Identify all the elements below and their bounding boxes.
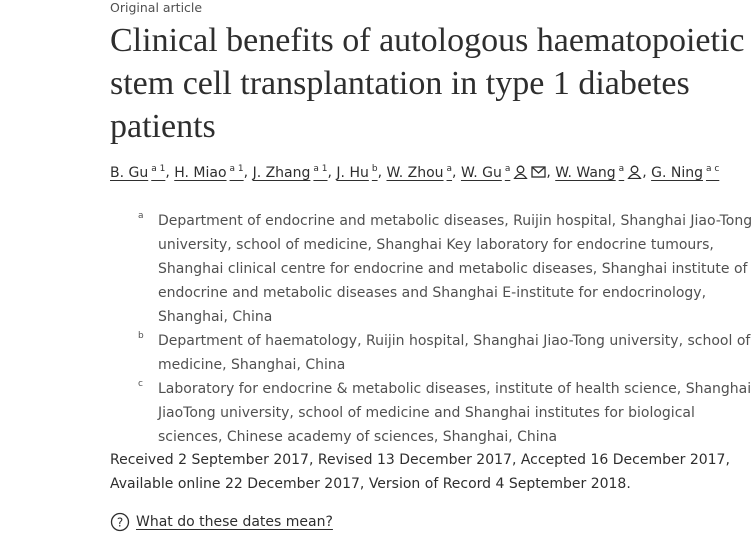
author-separator: ,	[377, 164, 383, 181]
affiliation-text: Laboratory for endocrine & metabolic dis…	[158, 381, 752, 445]
author[interactable]: B. Gu a 1	[110, 164, 166, 181]
author[interactable]: W. Zhou a	[386, 164, 453, 181]
affiliation-text: Department of haematology, Ruijin hospit…	[158, 333, 751, 373]
author-name[interactable]: J. Zhang	[252, 164, 311, 181]
affiliation-list: a Department of endocrine and metabolic d…	[138, 209, 752, 449]
author-affiliation-marker[interactable]: a 1	[151, 164, 166, 174]
author-affiliation-marker[interactable]: b	[371, 164, 378, 174]
author[interactable]: G. Ning a c	[651, 164, 720, 181]
affiliation-label: b	[138, 331, 144, 341]
author-affiliation-marker[interactable]: a c	[705, 164, 720, 174]
mail-icon[interactable]	[531, 165, 546, 179]
author-name[interactable]: G. Ning	[651, 164, 703, 181]
author-list: B. Gu a 1, H. Miao a 1, J. Zhang a 1, J. Hu…	[110, 164, 752, 181]
author-separator: ,	[243, 164, 249, 181]
help-icon-glyph: ?	[117, 516, 123, 530]
author-name[interactable]: B. Gu	[110, 164, 149, 181]
author-separator: ,	[642, 164, 647, 181]
author-affiliation-marker[interactable]: a	[618, 164, 625, 174]
affiliation: c Laboratory for endocrine & metabolic di…	[138, 377, 752, 449]
author[interactable]: W. Gu a	[460, 164, 546, 181]
person-icon[interactable]	[627, 165, 642, 179]
author[interactable]: H. Miao a 1	[174, 164, 244, 181]
person-icon[interactable]	[513, 165, 528, 179]
affiliation-label: a	[138, 211, 144, 221]
author-name[interactable]: W. Zhou	[386, 164, 444, 181]
author[interactable]: J. Hu b	[336, 164, 378, 181]
affiliation-text: Department of endocrine and metabolic di…	[158, 213, 752, 325]
author-separator: ,	[452, 164, 457, 181]
author-separator: ,	[546, 164, 551, 181]
author-name[interactable]: W. Wang	[555, 164, 616, 181]
article-title: Clinical benefits of autologous haematop…	[110, 22, 745, 145]
help-icon: ?	[110, 512, 130, 532]
author-separator: ,	[327, 164, 332, 181]
author[interactable]: W. Wang a	[555, 164, 642, 181]
article-dates: Received 2 September 2017, Revised 13 De…	[110, 452, 730, 492]
author-name[interactable]: J. Hu	[336, 164, 369, 181]
affiliation: a Department of endocrine and metabolic d…	[138, 209, 752, 329]
dates-help[interactable]: ? What do these dates mean?	[110, 512, 333, 532]
author-affiliation-marker[interactable]: a	[504, 164, 511, 174]
author-affiliation-marker[interactable]: a	[446, 164, 453, 174]
affiliation: b Department of haematology, Ruijin hospi…	[138, 329, 752, 377]
author[interactable]: J. Zhang a 1	[252, 164, 328, 181]
author-name[interactable]: H. Miao	[174, 164, 227, 181]
author-affiliation-marker[interactable]: a 1	[313, 164, 328, 174]
author-name[interactable]: W. Gu	[460, 164, 502, 181]
article-type: Original article	[110, 0, 203, 15]
affiliation-label: c	[138, 379, 143, 389]
author-affiliation-marker[interactable]: a 1	[229, 164, 244, 174]
author-separator: ,	[165, 164, 170, 181]
dates-help-link[interactable]: What do these dates mean?	[136, 514, 333, 530]
